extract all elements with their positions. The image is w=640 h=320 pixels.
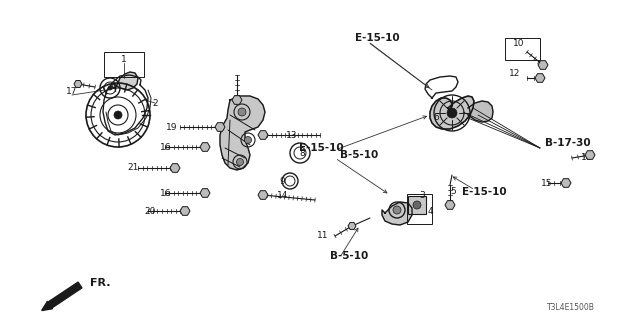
Polygon shape: [430, 96, 474, 129]
Text: 10: 10: [513, 39, 525, 49]
Text: 17: 17: [67, 86, 77, 95]
Text: 7: 7: [233, 94, 239, 103]
Circle shape: [238, 108, 246, 116]
Text: FR.: FR.: [90, 278, 111, 288]
Polygon shape: [258, 131, 268, 139]
Text: T3L4E1500B: T3L4E1500B: [547, 303, 595, 313]
Polygon shape: [220, 96, 265, 170]
Polygon shape: [170, 164, 180, 172]
Text: 2: 2: [152, 99, 158, 108]
Circle shape: [237, 158, 243, 165]
Circle shape: [244, 137, 252, 143]
Bar: [104, 52, 144, 77]
Bar: [505, 38, 540, 60]
Circle shape: [393, 206, 401, 214]
Polygon shape: [348, 222, 356, 229]
Text: 9: 9: [279, 177, 285, 186]
Polygon shape: [382, 202, 412, 225]
Circle shape: [413, 201, 421, 209]
Polygon shape: [74, 81, 82, 87]
Text: 15: 15: [541, 179, 553, 188]
Polygon shape: [232, 96, 242, 104]
Text: 18: 18: [581, 154, 593, 163]
Circle shape: [447, 108, 457, 118]
Circle shape: [114, 111, 122, 119]
Polygon shape: [535, 74, 545, 82]
Text: 11: 11: [317, 231, 329, 241]
Text: B-5-10: B-5-10: [340, 150, 378, 160]
Polygon shape: [538, 61, 548, 69]
Polygon shape: [112, 72, 138, 90]
Text: 4: 4: [427, 207, 433, 217]
Text: B-17-30: B-17-30: [545, 138, 591, 148]
FancyArrow shape: [42, 282, 82, 310]
Text: 20: 20: [144, 206, 156, 215]
Text: E-15-10: E-15-10: [299, 143, 344, 153]
Text: 16: 16: [160, 188, 172, 197]
Text: 5: 5: [450, 188, 456, 196]
Text: 16: 16: [160, 142, 172, 151]
Text: 1: 1: [121, 55, 127, 65]
Polygon shape: [468, 101, 493, 122]
Text: 3: 3: [419, 191, 425, 201]
Polygon shape: [215, 123, 225, 131]
Text: B-5-10: B-5-10: [330, 251, 368, 261]
Polygon shape: [585, 151, 595, 159]
Circle shape: [108, 86, 112, 90]
Polygon shape: [258, 191, 268, 199]
Text: 13: 13: [286, 131, 298, 140]
Polygon shape: [561, 179, 571, 187]
Text: E-15-10: E-15-10: [462, 187, 507, 197]
Bar: [407, 194, 432, 224]
Text: 8: 8: [299, 148, 305, 157]
Text: 19: 19: [166, 123, 178, 132]
Polygon shape: [200, 189, 210, 197]
Text: 6: 6: [433, 114, 439, 123]
Bar: [408, 196, 426, 214]
Text: 12: 12: [509, 69, 521, 78]
Text: 14: 14: [277, 190, 289, 199]
Polygon shape: [180, 207, 190, 215]
Polygon shape: [200, 143, 210, 151]
Text: 21: 21: [127, 164, 139, 172]
Polygon shape: [445, 201, 455, 209]
Text: E-15-10: E-15-10: [355, 33, 399, 43]
